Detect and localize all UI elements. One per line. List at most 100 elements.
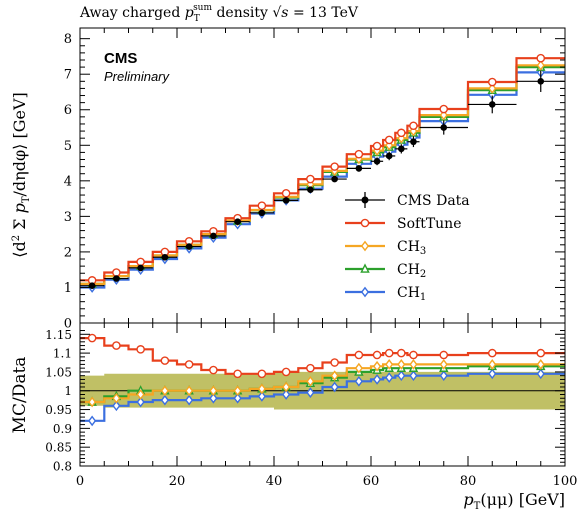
series-ch1-ratio-point [112,400,121,412]
y-tick-label-top: 0 [64,317,72,332]
series-ch1-ratio-point [233,392,242,404]
series-ch1-ratio-point [257,391,266,402]
legend-label: CMS Data [397,193,470,209]
series-softtune-ratio-line [80,337,565,375]
data-point [88,282,96,289]
series-ch3-ratio-point [488,359,497,370]
data-point [161,253,169,261]
series-ch1-ratio-point [160,394,169,406]
legend-label: CH3 [397,239,426,257]
series-ch1-ratio-point [372,374,382,385]
x-tick-label: 0 [76,474,84,489]
series-ch1-ratio-point [136,396,145,408]
series-ch3-ratio-point [160,385,169,397]
series-softtune-point [112,268,121,277]
series-ch1-ratio-point [330,381,339,393]
series-ch1-ratio-point [88,415,97,427]
series-ch3-ratio-point [330,370,339,382]
legend-label: SoftTune [397,216,461,232]
series-ch3-ratio-point [233,385,242,397]
series-softtune-ratio-point [409,350,418,360]
axis-ticks: 0 20 40 60 80 100 0 1 2 3 4 5 6 7 8 0.8 0.85 0.9 0.95 1 1.05… [45,28,577,489]
series-softtune-point [372,141,382,151]
series-ch1-ratio-point [385,372,394,383]
series-ch3-ratio-point [282,381,291,393]
series-softtune-point [257,201,267,211]
x-tick-label: 100 [553,474,578,489]
series-ch1-ratio-point [209,392,218,404]
status-label: Preliminary [104,69,171,84]
series-softtune-ratio-point [384,348,394,358]
series-ch1-ratio-point [439,370,448,382]
series-softtune-ratio-point [281,367,291,377]
experiment-label: CMS [104,50,137,67]
series-ch3-ratio-point [136,389,145,400]
series-ch3-ratio-point [439,359,448,370]
series-softtune-ratio-point [306,363,315,373]
series-softtune-ratio-point [209,365,218,375]
series-ch3-ratio-point [88,396,97,408]
x-tick-label: 60 [363,474,380,489]
series-ch1-ratio-point [306,387,315,398]
y-tick-label-bottom: 1.05 [45,365,72,379]
data-point [398,145,405,153]
series-ch3-point [439,109,448,121]
y-tick-label-bottom: 1.15 [45,328,72,342]
series-ch1-ratio-point [488,368,497,380]
legend-marker [360,218,370,228]
x-tick-label: 40 [266,474,283,489]
series-ch1-ratio-point [185,394,194,406]
series-ch3-point [536,59,545,71]
series-softtune-ratio-point [112,341,121,350]
data-point [355,165,363,172]
series-softtune-point [439,104,449,114]
y-axis-label-top: ⟨d2 Σ pT/dηdφ⟩ [GeV] [10,92,32,258]
y-axis-label-bottom: MC/Data [10,357,30,434]
legend-entry: CMS Data [345,192,470,209]
y-tick-label-top: 8 [64,32,72,47]
y-tick-label-top: 4 [64,174,72,189]
y-tick-label-top: 5 [64,139,72,154]
series-ch3-point [385,139,394,151]
series-softtune-ratio-point [160,356,170,365]
y-tick-label-bottom: 1.1 [53,347,72,361]
series-softtune-point [281,188,291,198]
series-softtune-point [384,135,394,145]
series-ch3-ratio-point [385,359,394,370]
series-ch3-ratio-point [372,360,382,372]
series-softtune-ratio-point [439,350,449,360]
legend-entry: CH3 [345,239,426,257]
legend-marker [360,240,370,252]
series-softtune-ratio-point [536,348,546,358]
series-ch3-ratio-point [354,362,363,374]
series-ch3-point [488,83,497,94]
data-point [210,232,217,240]
data-point [331,175,338,183]
data-point [537,78,545,85]
series-softtune-ratio-point [372,350,382,360]
series-ch3-point [409,125,418,137]
series-softtune-ratio-point [136,345,145,354]
y-tick-label-bottom: 0.9 [53,422,72,436]
series-ch3-ratio-point [257,383,266,395]
legend-marker [360,263,370,273]
x-tick-label: 80 [460,474,477,489]
y-tick-label-top: 7 [64,68,72,83]
series-ch3-point [397,132,406,144]
series-ch3-ratio-point [397,359,406,370]
data-point [185,243,193,250]
series-ch1-ratio-point [282,389,291,400]
series-softtune-point [536,53,546,63]
series-ch3-ratio-point [536,359,545,370]
series-softtune-point [330,162,339,171]
y-tick-label-bottom: 0.8 [53,460,72,474]
series-ch1-ratio-point [536,368,545,380]
series-ch3-ratio-point [112,392,121,404]
legend-entry: SoftTune [345,216,461,232]
series-softtune-point [136,257,145,267]
data-point [282,197,290,204]
legend-marker [360,286,370,298]
series-ch3-ratio-point [306,375,315,387]
x-axis-label: pT(μμ) [GeV] [463,490,565,512]
